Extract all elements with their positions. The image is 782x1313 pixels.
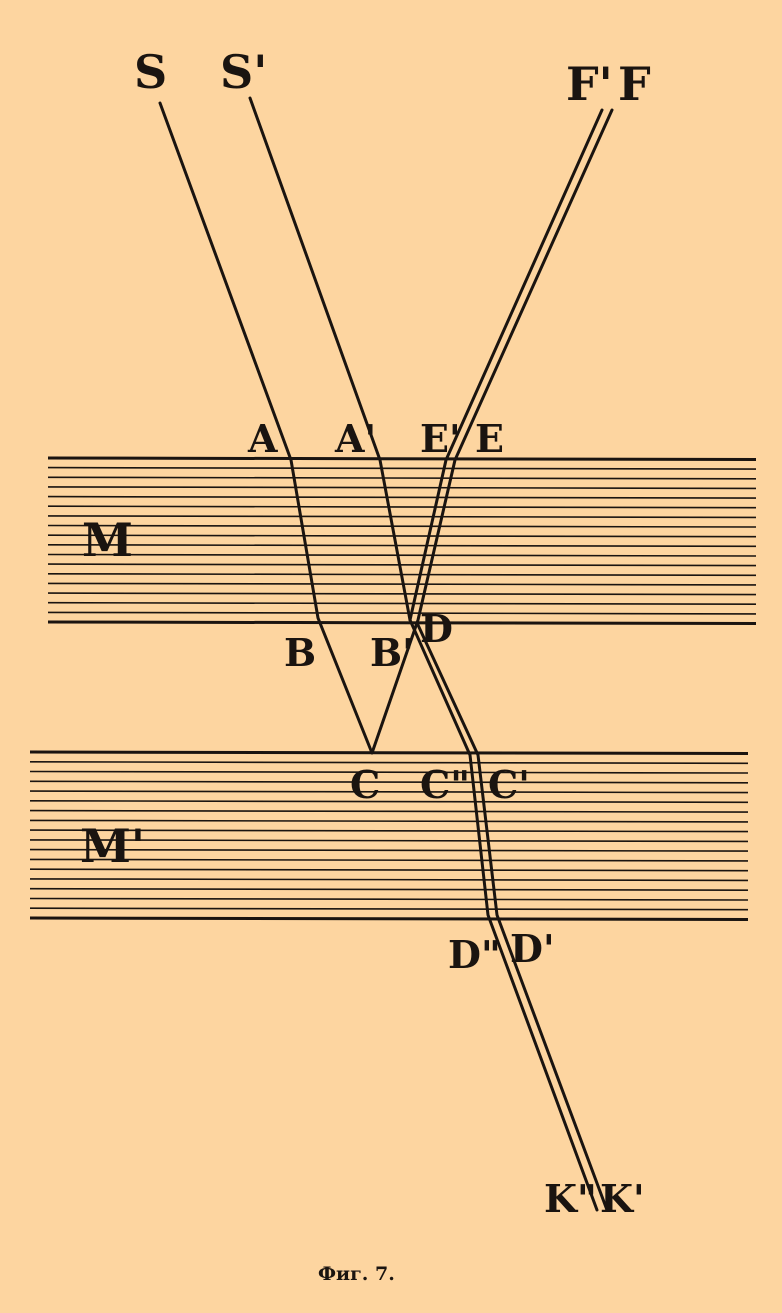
plate-m-prime-hatch-line (29, 858, 749, 862)
label-d-top: D (420, 606, 453, 651)
ray-s-prime (248, 96, 412, 622)
plate-m-prime-hatch-line (29, 897, 749, 901)
plate-m-prime-hatch-line (29, 878, 749, 882)
label-s-prime: S' (220, 45, 267, 99)
plate-m-prime (29, 750, 749, 921)
ray-k-double-prime (408, 618, 599, 1212)
label-b: B (284, 630, 316, 675)
label-a: A (247, 416, 278, 461)
plate-m (47, 456, 757, 625)
plate-m-prime-hatch-line (29, 750, 749, 755)
label-m-prime: M' (80, 819, 145, 873)
plate-m-prime-hatch-line (29, 868, 749, 872)
plate-m-hatch-line (47, 456, 757, 461)
rays (158, 96, 614, 1212)
plate-m-hatch-line (47, 466, 757, 470)
label-f: F (618, 57, 651, 111)
label-m: M (82, 513, 133, 567)
plate-m-hatch-line (47, 486, 757, 490)
label-a-prime: A' (334, 416, 376, 461)
label-c: C (350, 762, 380, 807)
plate-m-hatch-line (47, 476, 757, 480)
plate-m-hatch-line (47, 534, 757, 538)
label-e-prime: E' (420, 416, 461, 461)
plate-m-hatch-line (47, 592, 757, 596)
plate-m-prime-hatch-line (29, 819, 749, 823)
plate-m-prime-hatch-line (29, 907, 749, 911)
plate-m-hatch-line (47, 495, 757, 499)
plate-m-hatch-line (47, 543, 757, 548)
label-f-prime: F' (566, 57, 613, 111)
ray-k-prime (416, 623, 609, 1212)
label-e: E (475, 416, 504, 461)
label-k-prime: K' (600, 1176, 645, 1221)
plate-m-hatch-line (47, 611, 757, 615)
plate-m-prime-hatch-line (29, 790, 749, 794)
label-b-prime: B' (370, 630, 414, 675)
plate-m-prime-hatch-line (29, 848, 749, 852)
label-c-prime: C' (488, 762, 530, 807)
plate-m-hatch-line (47, 563, 757, 567)
label-s: S (134, 45, 167, 99)
ray-f-prime (408, 108, 604, 622)
label-d-double-prime: D" (448, 932, 501, 977)
plate-m-prime-hatch-line (29, 760, 749, 765)
labels: S S' F' F A A' E' E M B B' D C C" C' M' … (80, 45, 651, 1221)
plate-m-hatch-line (47, 505, 757, 509)
plate-m-prime-hatch-line (29, 770, 749, 774)
plate-m-prime-hatch-line (29, 809, 749, 813)
plate-m-hatch-line (47, 553, 757, 557)
plate-m-prime-hatch-line (29, 829, 749, 833)
plate-m-prime-hatch-line (29, 839, 749, 843)
plate-m-hatch-line (47, 620, 757, 625)
plate-m-hatch-line (47, 601, 757, 606)
ray-f (370, 108, 614, 755)
label-d-prime: D' (510, 926, 555, 971)
plate-m-prime-hatch-line (29, 780, 749, 784)
plate-m-prime-hatch-line (29, 887, 749, 892)
label-c-double-prime: C" (420, 762, 470, 807)
plate-m-prime-hatch-line (29, 916, 749, 921)
ray-s (158, 101, 374, 755)
figure-caption: Фиг. 7. (318, 1263, 395, 1285)
plate-m-hatch-line (47, 515, 757, 519)
label-k-double-prime: K" (544, 1176, 597, 1221)
plate-m-hatch-line (47, 524, 757, 528)
plate-m-prime-hatch-line (29, 799, 749, 804)
